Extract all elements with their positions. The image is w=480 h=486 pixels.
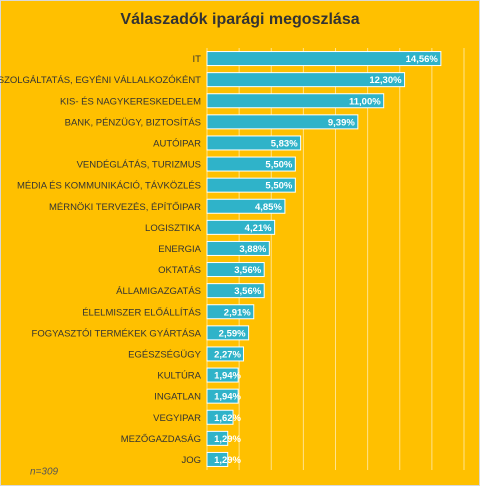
category-label: ENERGIA [158,244,201,255]
bar [206,93,385,109]
note: n=309 [30,467,59,478]
category-label: MÉDIA ÉS KOMMUNIKÁCIÓ, TÁVKÖZLÉS [17,181,201,192]
category-label: OKTATÁS [158,265,201,276]
value-label: 2,91% [224,307,251,318]
bar [206,262,265,278]
value-label: 1,29% [214,434,241,445]
category-label: KIS- ÉS NAGYKERESKEDELEM [60,96,201,107]
value-label: 5,50% [265,181,292,192]
value-label: 3,56% [234,265,261,276]
category-label: ÉLELMISZER ELŐÁLLÍTÁS [82,307,201,318]
bar [206,156,296,172]
bar [206,409,234,425]
category-label: LOGISZTIKA [145,223,202,234]
value-label: 9,39% [328,117,355,128]
bar [206,135,302,151]
bar [206,177,296,193]
value-label: 2,27% [214,349,241,360]
value-label: 12,30% [369,75,402,86]
bar [206,240,270,256]
bar [206,367,239,383]
bar [206,198,286,214]
value-label: 1,94% [214,371,241,382]
value-label: 11,00% [349,96,381,107]
value-label: 14,56% [406,54,439,65]
value-label: 4,21% [245,223,272,234]
category-label: KULTÚRA [157,371,201,382]
value-label: 2,59% [219,328,246,339]
category-label: ÁLLAMIGAZGATÁS [116,286,201,297]
bar [206,72,406,88]
bar [206,388,239,404]
value-label: 3,56% [234,286,261,297]
category-label: IT [193,54,202,65]
category-label: JOG [181,455,201,466]
value-label: 3,88% [239,244,266,255]
category-label: AUTÓIPAR [153,138,201,149]
chart-title: Válaszadók iparági megoszlása [120,11,359,28]
bar [206,325,250,341]
bar [206,346,244,362]
category-label: BANK, PÉNZÜGY, BIZTOSÍTÁS [65,117,201,128]
bar [206,114,359,130]
bar [206,283,265,299]
category-label: SZOLGÁLTATÁS, EGYÉNI VÁLLALKOZÓKÉNT [0,75,201,86]
category-label: VEGYIPAR [153,413,201,424]
value-label: 1,62% [214,413,241,424]
bar [206,219,276,235]
value-label: 1,94% [214,392,241,403]
value-label: 5,83% [271,138,298,149]
bar [206,430,229,446]
bar [206,451,229,467]
value-label: 4,85% [255,202,282,213]
category-label: MEZŐGAZDASÁG [121,434,201,445]
category-label: VENDÉGLÁTÁS, TURIZMUS [77,160,201,171]
category-label: EGÉSZSÉGÜGY [128,349,202,360]
value-label: 1,29% [214,455,241,466]
bar [206,51,442,67]
value-label: 5,50% [265,160,292,171]
category-label: INGATLAN [154,392,201,403]
category-label: FOGYASZTÓI TERMÉKEK GYÁRTÁSA [32,328,202,339]
bar [206,304,255,320]
category-label: MÉRNÖKI TERVEZÉS, ÉPÍTŐIPAR [49,202,201,213]
